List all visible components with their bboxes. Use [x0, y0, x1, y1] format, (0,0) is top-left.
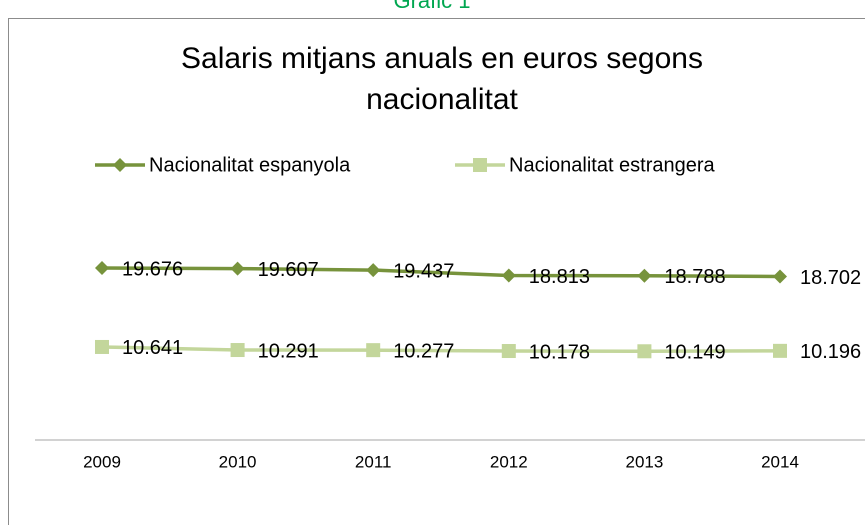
series-line: [101, 266, 781, 279]
marker: [230, 261, 245, 276]
data-label: 18.788: [664, 266, 725, 288]
marker: [773, 343, 787, 358]
x-tick-label: 2009: [83, 452, 121, 471]
chart-title: nacionalitat: [366, 83, 518, 116]
marker: [366, 343, 381, 358]
legend-label: Nacionalitat espanyola: [149, 154, 351, 176]
data-label: 10.277: [393, 340, 454, 362]
caption: Gràfic 1: [393, 0, 470, 13]
marker: [230, 343, 245, 358]
data-label: 10.196: [800, 341, 861, 363]
data-label: 19.437: [393, 260, 454, 282]
chart-title: Salaris mitjans anuals en euros segons: [181, 42, 703, 75]
x-tick-label: 2011: [355, 452, 392, 471]
x-tick-label: 2014: [761, 452, 799, 471]
data-label: 10.178: [529, 341, 590, 363]
legend-label: Nacionalitat estrangera: [509, 154, 716, 176]
marker: [366, 263, 381, 278]
data-label: 18.702: [800, 267, 861, 289]
marker: [95, 339, 109, 354]
marker: [113, 158, 127, 172]
marker: [501, 344, 516, 359]
x-tick-label: 2012: [490, 452, 528, 471]
x-tick-label: 2013: [625, 452, 663, 471]
series-line: [101, 345, 781, 354]
data-label: 10.291: [258, 340, 319, 362]
marker: [501, 268, 516, 283]
data-label: 19.676: [122, 258, 183, 280]
data-label: 10.641: [122, 337, 183, 359]
data-label: 10.149: [664, 342, 725, 364]
data-label: 19.607: [258, 259, 319, 281]
marker: [473, 158, 487, 172]
marker: [637, 268, 652, 283]
marker: [773, 269, 787, 284]
data-label: 18.813: [529, 266, 590, 288]
marker: [95, 260, 109, 275]
x-tick-label: 2010: [219, 452, 257, 471]
marker: [637, 344, 652, 359]
